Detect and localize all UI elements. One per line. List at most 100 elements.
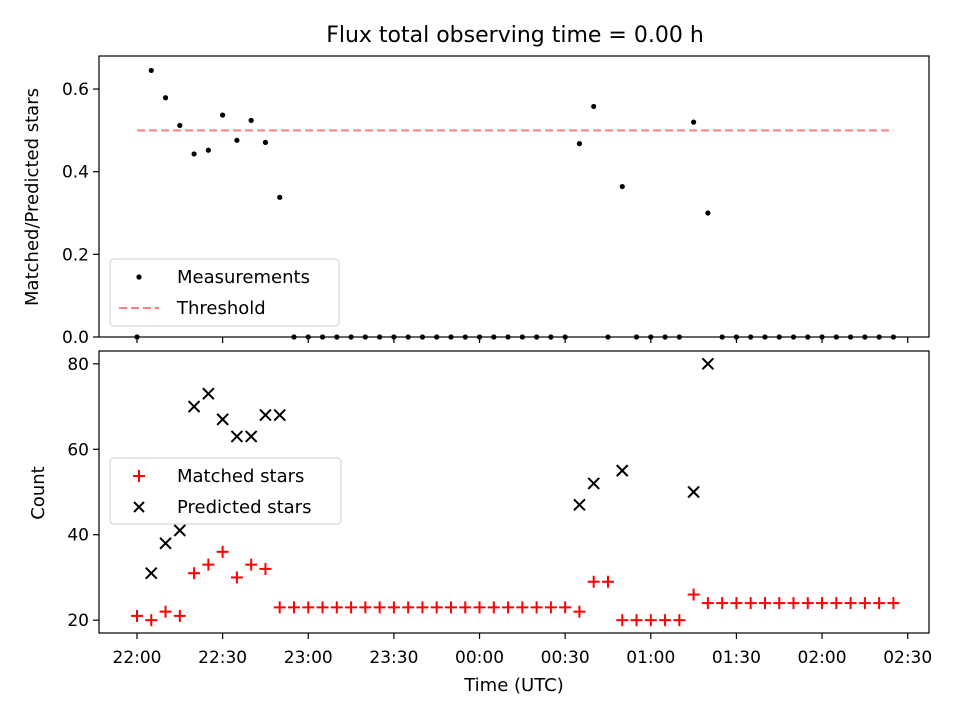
predicted-star-marker (244, 430, 258, 443)
matched-star-marker (687, 588, 700, 601)
legend-predicted-marker (133, 501, 145, 513)
predicted-star-marker (573, 498, 586, 512)
matched-star-marker (830, 597, 843, 610)
matched-star-marker (173, 609, 186, 622)
predicted-star-marker (145, 566, 158, 580)
matched-star-marker (430, 601, 443, 614)
matched-star-marker (758, 597, 771, 610)
matched-star-marker (573, 605, 586, 618)
matched-star-marker (373, 601, 386, 614)
y-tick-label: 0.4 (62, 163, 89, 183)
matched-star-marker (145, 614, 158, 627)
legend-predicted-label: Predicted stars (177, 497, 311, 518)
y-tick-label: 80 (67, 355, 89, 375)
x-tick-label: 01:00 (626, 648, 675, 668)
x-tick-label: 22:00 (113, 648, 162, 668)
matched-star-marker (316, 601, 329, 614)
matched-star-marker (387, 601, 400, 614)
measurement-point (162, 95, 169, 101)
matched-star-marker (131, 609, 143, 622)
legend-matched-label: Matched stars (177, 466, 304, 487)
count-axes-frame (98, 350, 930, 634)
y-tick-label: 0.2 (62, 245, 89, 265)
y-tick-label: 0.6 (62, 80, 89, 100)
predicted-star-marker (230, 430, 244, 443)
matched-star-marker (773, 597, 786, 610)
count-y-label: Count (28, 466, 49, 519)
count-legend: Matched stars Predicted stars (109, 457, 342, 525)
count-panel: 20 40 60 80 22:00 22:30 23:00 23:30 00:00 00:30 0… (28, 350, 932, 696)
legend-threshold-label: Threshold (176, 298, 266, 319)
matched-star-marker (530, 601, 543, 614)
predicted-stars-series (145, 357, 715, 580)
matched-star-marker (730, 597, 743, 610)
y-tick-label: 20 (67, 611, 89, 631)
measurement-point (148, 67, 154, 74)
figure-title: Flux total observing time = 0.00 h (326, 23, 704, 48)
measurements-series (134, 67, 897, 340)
count-x-axis: 22:00 22:30 23:00 23:30 00:00 00:30 01:00 01:30… (113, 633, 932, 668)
matched-star-marker (716, 597, 729, 610)
x-tick-label: 22:30 (198, 648, 247, 668)
measurement-point (591, 103, 597, 110)
measurement-point (177, 122, 183, 129)
measurement-point (576, 141, 583, 147)
ratio-axes-frame (98, 55, 930, 338)
predicted-star-marker (587, 477, 600, 490)
y-tick-label: 40 (67, 526, 89, 546)
ratio-x-axis (136, 337, 909, 343)
matched-star-marker (216, 545, 229, 558)
x-tick-label: 02:00 (798, 648, 847, 668)
predicted-star-marker (259, 408, 272, 422)
matched-star-marker (816, 597, 829, 610)
x-axis-label: Time (UTC) (463, 675, 564, 696)
matched-star-marker (287, 601, 300, 614)
ratio-legend-frame (109, 258, 340, 327)
matched-star-marker (459, 601, 472, 614)
x-tick-label: 01:30 (712, 648, 761, 668)
matched-star-marker (202, 558, 215, 571)
measurement-point (262, 139, 269, 145)
matched-star-marker (587, 575, 600, 588)
predicted-star-marker (216, 413, 229, 426)
measurement-point (205, 147, 211, 153)
x-tick-label: 23:00 (284, 648, 333, 668)
matched-star-marker (416, 601, 429, 614)
count-y-axis: 20 40 60 80 (67, 355, 99, 631)
legend-measurements-marker (136, 274, 142, 280)
matched-stars-series (131, 545, 900, 627)
x-tick-label: 02:30 (883, 648, 932, 668)
measurement-point (705, 210, 711, 216)
matched-star-marker (744, 597, 757, 610)
measurement-point (220, 112, 226, 118)
measurement-point (191, 151, 197, 157)
y-tick-label: 0.0 (62, 328, 89, 348)
matched-star-marker (502, 601, 515, 614)
legend-measurements-label: Measurements (177, 267, 310, 288)
predicted-star-marker (616, 464, 629, 477)
matched-star-marker (230, 571, 243, 584)
predicted-star-marker (173, 524, 187, 537)
matched-star-marker (673, 614, 686, 627)
matched-star-marker (473, 601, 486, 614)
x-tick-label: 00:30 (541, 648, 590, 668)
matched-star-marker (616, 614, 629, 627)
measurement-point (691, 119, 697, 125)
matched-star-marker (801, 597, 814, 610)
measurement-point (248, 117, 254, 124)
matched-star-marker (302, 601, 315, 614)
matched-star-marker (873, 597, 886, 610)
ratio-legend: Measurements Threshold (109, 258, 340, 327)
predicted-star-marker (187, 400, 201, 413)
matched-star-marker (345, 601, 358, 614)
matched-star-marker (887, 597, 900, 610)
matched-star-marker (644, 614, 657, 627)
predicted-star-marker (273, 408, 286, 422)
matched-star-marker (259, 562, 272, 575)
predicted-star-marker (159, 537, 172, 550)
predicted-star-marker (687, 485, 700, 499)
matched-star-marker (787, 597, 800, 610)
matched-star-marker (516, 601, 529, 614)
matched-star-marker (544, 601, 557, 614)
ratio-y-axis: 0.0 0.2 0.4 0.6 (62, 80, 99, 348)
